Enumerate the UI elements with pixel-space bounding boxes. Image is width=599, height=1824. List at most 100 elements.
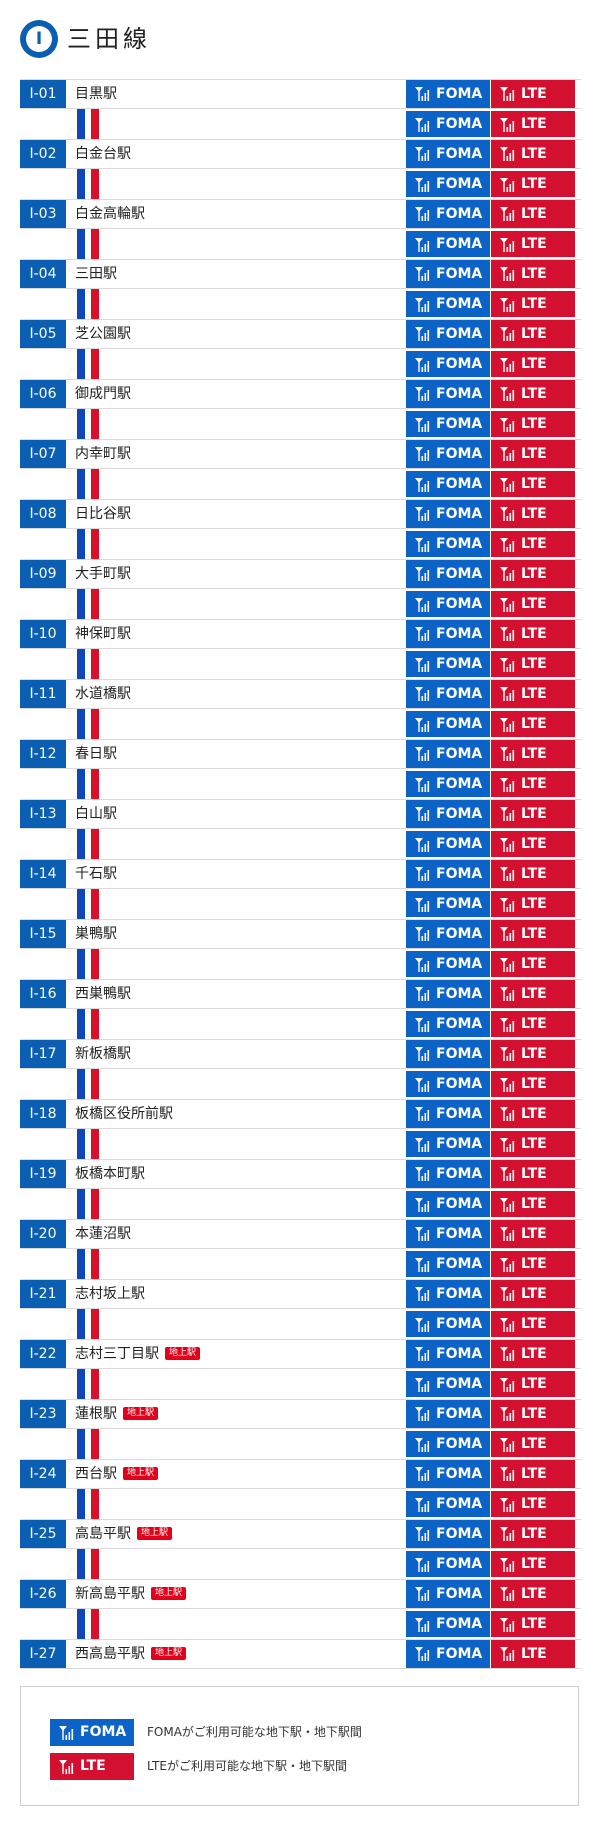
- ground-station-badge: 地上駅: [123, 1406, 159, 1420]
- foma-tag: FOMA: [406, 951, 490, 977]
- station-name: 高島平駅: [75, 1526, 131, 1542]
- station-name-cell: 板橋区役所前駅: [75, 1100, 173, 1128]
- station-name-cell: 内幸町駅: [75, 440, 131, 468]
- antenna-icon: [500, 718, 515, 732]
- foma-tag: FOMA: [406, 711, 490, 737]
- foma-tag: FOMA: [406, 1191, 490, 1217]
- foma-tag: FOMA: [406, 320, 490, 348]
- antenna-icon: [415, 898, 430, 912]
- lte-label: LTE: [521, 296, 547, 312]
- legend: FOMA FOMAがご利用可能な地下駅・地下駅間 LTE LTEがご利用可能な地…: [20, 1686, 579, 1806]
- line-stripe-blue: [77, 1009, 85, 1039]
- antenna-icon: [415, 687, 430, 701]
- foma-label: FOMA: [436, 116, 483, 132]
- antenna-icon: [415, 538, 430, 552]
- ground-station-badge: 地上駅: [151, 1586, 187, 1600]
- foma-label: FOMA: [436, 176, 483, 192]
- lte-label: LTE: [521, 1496, 547, 1512]
- station-row: I-26 新高島平駅 地上駅 FOMA LTE: [20, 1579, 581, 1609]
- station-name-cell: 西台駅 地上駅: [75, 1460, 159, 1488]
- station-code: I-25: [20, 1520, 66, 1548]
- foma-tag: FOMA: [406, 231, 490, 257]
- foma-label: FOMA: [436, 1496, 483, 1512]
- station-row: I-07 内幸町駅 FOMA LTE: [20, 439, 581, 469]
- foma-tag: FOMA: [406, 1460, 490, 1488]
- lte-tag: LTE: [491, 711, 575, 737]
- foma-tag: FOMA: [406, 111, 490, 137]
- antenna-icon: [500, 658, 515, 672]
- station-row: I-22 志村三丁目駅 地上駅 FOMA LTE: [20, 1339, 581, 1369]
- antenna-icon: [415, 1618, 430, 1632]
- line-stripe-red: [91, 229, 99, 259]
- segment-row: FOMA LTE: [20, 1609, 581, 1639]
- line-stripe-blue: [77, 649, 85, 679]
- station-name-cell: 本蓮沼駅: [75, 1220, 131, 1248]
- station-name: 千石駅: [75, 866, 117, 882]
- line-stripe-red: [91, 829, 99, 859]
- station-name: 日比谷駅: [75, 506, 131, 522]
- foma-label: FOMA: [436, 986, 483, 1002]
- lte-tag: LTE: [491, 380, 575, 408]
- foma-tag: FOMA: [406, 1220, 490, 1248]
- antenna-icon: [415, 1138, 430, 1152]
- station-code: I-04: [20, 260, 66, 288]
- antenna-icon: [415, 987, 430, 1001]
- foma-tag: FOMA: [406, 351, 490, 377]
- ground-station-badge: 地上駅: [123, 1466, 159, 1480]
- lte-tag: LTE: [491, 1280, 575, 1308]
- antenna-icon: [500, 447, 515, 461]
- station-code: I-15: [20, 920, 66, 948]
- lte-label: LTE: [521, 1046, 547, 1062]
- antenna-icon: [500, 1438, 515, 1452]
- lte-label: LTE: [521, 956, 547, 972]
- antenna-icon: [415, 747, 430, 761]
- lte-label: LTE: [521, 566, 547, 582]
- station-name-cell: 新板橋駅: [75, 1040, 131, 1068]
- lte-tag: LTE: [491, 891, 575, 917]
- lte-tag: LTE: [491, 1580, 575, 1608]
- station-name-cell: 芝公園駅: [75, 320, 131, 348]
- foma-label: FOMA: [436, 1616, 483, 1632]
- lte-label: LTE: [521, 1316, 547, 1332]
- foma-label: FOMA: [436, 1136, 483, 1152]
- station-name: 本蓮沼駅: [75, 1226, 131, 1242]
- station-name-cell: 神保町駅: [75, 620, 131, 648]
- antenna-icon: [500, 538, 515, 552]
- station-code: I-01: [20, 80, 66, 108]
- foma-tag: FOMA: [406, 200, 490, 228]
- line-stripe-red: [91, 1309, 99, 1339]
- line-stripe-red: [91, 889, 99, 919]
- antenna-icon: [415, 927, 430, 941]
- station-name: 水道橋駅: [75, 686, 131, 702]
- station-row: I-25 高島平駅 地上駅 FOMA LTE: [20, 1519, 581, 1549]
- foma-label: FOMA: [436, 206, 483, 222]
- segment-row: FOMA LTE: [20, 589, 581, 619]
- station-name: 新高島平駅: [75, 1586, 145, 1602]
- antenna-icon: [415, 147, 430, 161]
- antenna-icon: [415, 1198, 430, 1212]
- foma-label: FOMA: [436, 1286, 483, 1302]
- station-code: I-16: [20, 980, 66, 1008]
- antenna-icon: [500, 1078, 515, 1092]
- station-row: I-10 神保町駅 FOMA LTE: [20, 619, 581, 649]
- lte-label: LTE: [521, 866, 547, 882]
- antenna-icon: [415, 1258, 430, 1272]
- segment-row: FOMA LTE: [20, 1189, 581, 1219]
- segment-row: FOMA LTE: [20, 529, 581, 559]
- line-letter: I: [26, 26, 52, 52]
- antenna-icon: [500, 418, 515, 432]
- foma-label: FOMA: [436, 686, 483, 702]
- antenna-icon: [415, 1047, 430, 1061]
- foma-label: FOMA: [436, 1646, 483, 1662]
- foma-tag: FOMA: [406, 1040, 490, 1068]
- foma-tag: FOMA: [406, 1311, 490, 1337]
- antenna-icon: [415, 1498, 430, 1512]
- lte-label: LTE: [521, 1136, 547, 1152]
- lte-tag: LTE: [491, 1520, 575, 1548]
- antenna-icon: [500, 1138, 515, 1152]
- lte-tag: LTE: [491, 80, 575, 108]
- station-code: I-26: [20, 1580, 66, 1608]
- station-name-cell: 志村三丁目駅 地上駅: [75, 1340, 201, 1368]
- antenna-icon: [415, 598, 430, 612]
- line-stripe-red: [91, 409, 99, 439]
